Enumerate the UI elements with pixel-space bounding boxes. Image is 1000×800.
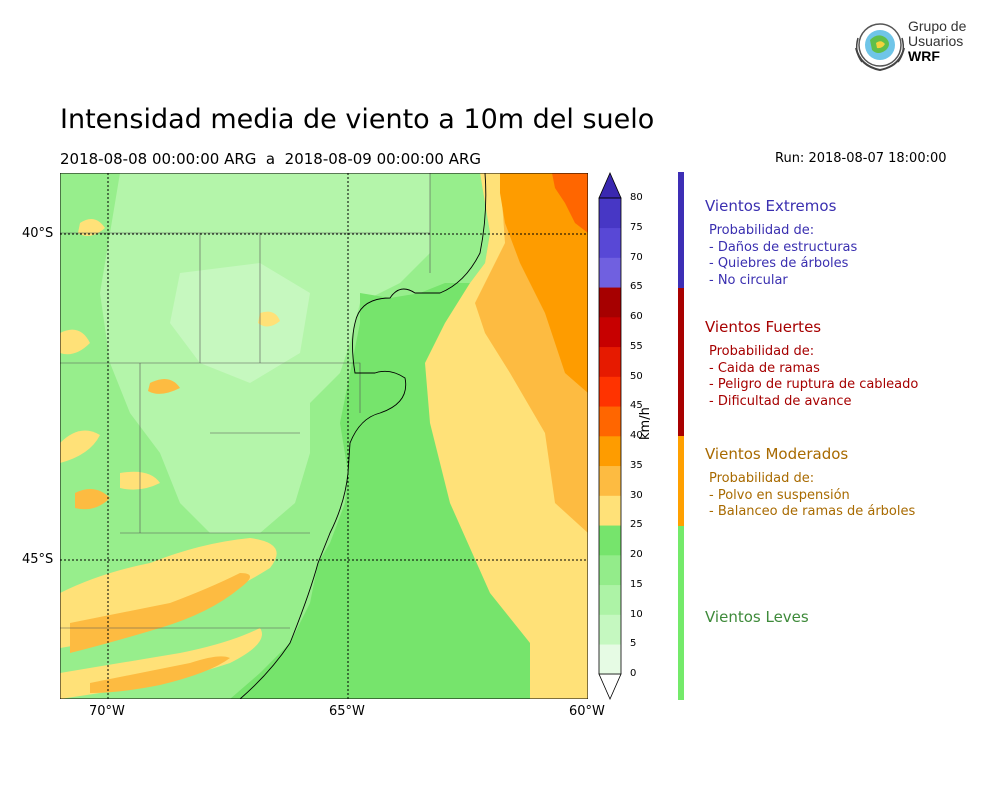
colorbar-bin <box>599 525 621 556</box>
page-title: Intensidad media de viento a 10m del sue… <box>60 104 655 135</box>
colorbar-min-extend <box>598 673 622 700</box>
logo-text: Grupo de Usuarios WRF <box>908 18 967 64</box>
colorbar-tick-label: 40 <box>630 430 643 441</box>
colorbar-bin <box>599 555 621 586</box>
colorbar-bin <box>599 584 621 615</box>
colorbar-tick-label: 35 <box>630 459 643 471</box>
category-title-moderados: Vientos Moderados <box>705 445 849 463</box>
category-desc-extremos: Probabilidad de: - Daños de estructuras … <box>709 223 858 288</box>
coastline <box>239 173 487 699</box>
colorbar-bin <box>599 495 621 526</box>
colorbar-bin <box>599 257 621 288</box>
colorbar-tick-label: 25 <box>630 519 643 531</box>
colorbar-bin <box>599 317 621 348</box>
category-bar-moderados <box>678 436 684 526</box>
colorbar-tick-label: 65 <box>630 281 643 293</box>
colorbar-bin <box>599 227 621 258</box>
colorbar-tick-label: 5 <box>630 638 637 650</box>
colorbar-bin <box>599 614 621 645</box>
category-desc-moderados: Probabilidad de: - Polvo en suspensión -… <box>709 471 916 519</box>
lon-label-60w: 60°W <box>569 704 605 719</box>
category-bar-extremos <box>678 172 684 288</box>
colorbar-tick-label: 70 <box>630 251 643 263</box>
forecast-period: 2018-08-08 00:00:00 ARG a 2018-08-09 00:… <box>60 150 482 168</box>
colorbar <box>598 172 622 700</box>
category-title-fuertes: Vientos Fuertes <box>705 318 822 336</box>
colorbar-tick-label: 30 <box>630 489 643 501</box>
colorbar-tick-label: 60 <box>630 311 643 322</box>
colorbar-bin <box>599 346 621 377</box>
colorbar-bin <box>599 644 621 675</box>
wind-35-40-band <box>500 173 588 393</box>
colorbar-tick-label: 75 <box>630 221 643 233</box>
colorbar-tick-label: 80 <box>630 192 643 203</box>
colorbar-bin <box>599 376 621 407</box>
colorbar-tick-label: 15 <box>630 578 643 590</box>
colorbar-bin <box>599 287 621 318</box>
colorbar-max-extend <box>598 172 622 199</box>
colorbar-bin <box>599 436 621 467</box>
category-title-leves: Vientos Leves <box>705 608 809 626</box>
colorbar-unit-label: km/h <box>638 407 653 440</box>
colorbar-tick-label: 50 <box>630 370 643 382</box>
colorbar-tick-label: 45 <box>630 400 643 412</box>
colorbar-tick-label: 0 <box>630 668 637 679</box>
wrf-logo-icon <box>855 23 905 72</box>
graticule <box>60 173 588 699</box>
lon-label-65w: 65°W <box>329 704 365 719</box>
colorbar-tick-label: 55 <box>630 340 643 352</box>
wind-map[interactable] <box>60 173 588 699</box>
colorbar-tick-label: 10 <box>630 608 643 620</box>
lat-label-45s: 45°S <box>22 552 54 567</box>
category-bar-fuertes <box>678 288 684 436</box>
category-desc-fuertes: Probabilidad de: - Caida de ramas - Peli… <box>709 344 919 409</box>
category-title-extremos: Vientos Extremos <box>705 197 837 215</box>
colorbar-bin <box>599 406 621 437</box>
colorbar-bin <box>599 198 621 229</box>
category-bar-leves <box>678 526 684 700</box>
andes-wind-patches <box>60 219 280 699</box>
colorbar-bin <box>599 465 621 496</box>
province-borders <box>60 173 431 629</box>
lon-label-70w: 70°W <box>89 704 125 719</box>
wind-40-45-band <box>552 173 588 233</box>
run-time: Run: 2018-08-07 18:00:00 <box>775 151 947 166</box>
lat-label-40s: 40°S <box>22 226 54 241</box>
colorbar-tick-label: 20 <box>630 549 643 560</box>
